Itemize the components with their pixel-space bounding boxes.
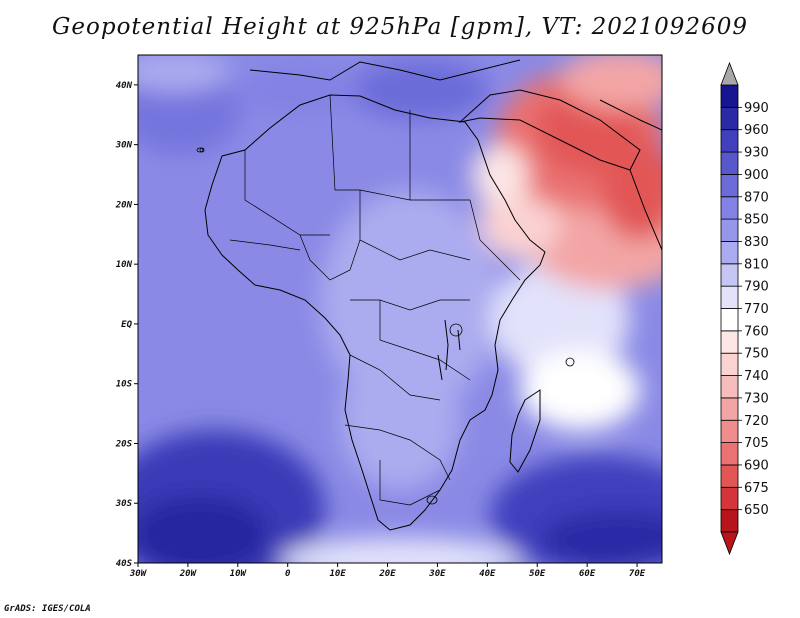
y-tick-label: EQ (121, 320, 132, 330)
colorbar-label: 720 (744, 414, 769, 429)
colorbar-segment (720, 241, 739, 265)
x-tick-label: 30W (129, 569, 148, 579)
colorbar-segment (720, 464, 739, 488)
colorbar-label: 900 (744, 168, 769, 183)
colorbar-segment (720, 509, 739, 533)
colorbar-label: 790 (744, 280, 769, 295)
colorbar-segment (720, 106, 739, 131)
colorbar-label: 960 (744, 123, 769, 138)
colorbar-low-arrow (720, 531, 739, 556)
x-tick-label: 30E (428, 569, 446, 579)
x-tick-label: 50E (529, 569, 546, 579)
y-tick-label: 20S (115, 439, 133, 449)
colorbar-label: 850 (744, 213, 769, 228)
x-tick-label: 0 (285, 569, 291, 579)
colorbar-label: 650 (744, 503, 769, 518)
colorbar-high-arrow (720, 61, 739, 86)
colorbar-segment (720, 419, 739, 444)
colorbar: 650 675 690 705 720 730 740 750 760 770 790 810 830 8… (720, 61, 769, 556)
colorbar-label: 705 (744, 436, 769, 451)
colorbar-segment (720, 397, 739, 421)
x-tick-label: 20E (378, 569, 396, 579)
colorbar-label: 870 (744, 190, 769, 205)
axis-ticks: 30W 20W 10W 0 10E 20E 30E 40E 50E 60E 70E 40S 30S 20S… (115, 81, 646, 579)
map-frame (137, 54, 663, 564)
colorbar-label: 730 (744, 391, 769, 406)
contour-field (138, 55, 662, 563)
colorbar-segment (720, 173, 739, 198)
colorbar-segment (720, 308, 739, 332)
y-tick-label: 10N (116, 260, 133, 270)
colorbar-segment (720, 218, 739, 242)
colorbar-label: 760 (744, 324, 769, 339)
colorbar-label: 930 (744, 146, 769, 161)
colorbar-label: 675 (744, 481, 769, 496)
y-tick-label: 20N (115, 200, 133, 210)
colorbar-segment (720, 151, 739, 175)
colorbar-segment (720, 196, 739, 220)
colorbar-segment (720, 263, 739, 287)
lakes-and-islands (196, 147, 575, 505)
colorbar-label: 990 (744, 101, 769, 116)
colorbar-segment (720, 84, 739, 108)
y-tick-label: 30S (115, 499, 133, 509)
colorbar-segment (720, 285, 739, 309)
x-tick-label: 60E (579, 569, 596, 579)
country-borders (229, 94, 521, 506)
map-title: Geopotential Height at 925hPa [gpm], VT:… (52, 14, 748, 40)
x-tick-label: 20W (179, 569, 198, 579)
colorbar-label: 770 (744, 302, 769, 317)
colorbar-segment (720, 352, 739, 376)
x-tick-label: 10W (230, 569, 248, 579)
coastlines (204, 59, 662, 531)
y-tick-label: 40S (116, 559, 133, 569)
colorbar-segment (720, 442, 739, 466)
colorbar-label: 750 (744, 347, 769, 362)
colorbar-segment (720, 375, 739, 399)
colorbar-label: 740 (744, 369, 769, 384)
colorbar-segment (720, 486, 739, 511)
x-tick-label: 70E (629, 569, 646, 579)
colorbar-segment (720, 330, 739, 354)
x-tick-label: 10E (329, 569, 346, 579)
colorbar-label: 810 (744, 257, 769, 272)
y-tick-label: 10S (116, 380, 133, 390)
y-tick-label: 30N (115, 141, 133, 151)
y-tick-label: 40N (116, 81, 133, 91)
colorbar-label: 690 (744, 458, 769, 473)
software-credit: GrADS: IGES/COLA (4, 604, 91, 614)
x-tick-label: 40E (479, 569, 496, 579)
colorbar-segment (720, 129, 739, 153)
colorbar-label: 830 (744, 235, 769, 250)
